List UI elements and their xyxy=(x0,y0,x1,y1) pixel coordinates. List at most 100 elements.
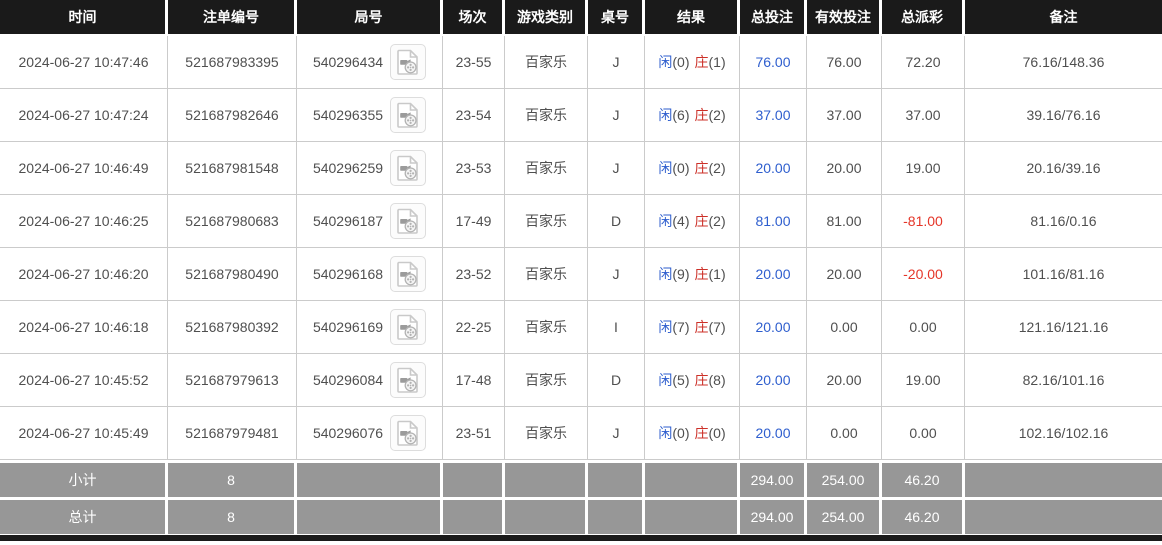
video-replay-button[interactable] xyxy=(390,362,427,398)
time-cell: 2024-06-27 10:46:20 xyxy=(0,248,168,301)
subtotal-empty-cell xyxy=(505,460,588,497)
game-type-cell: 百家乐 xyxy=(505,142,588,195)
video-file-icon xyxy=(397,208,418,234)
grandtotal-empty-cell xyxy=(645,497,740,534)
result-cell: 闲(0) 庄(1) xyxy=(645,36,740,89)
result-banker-label: 庄 xyxy=(694,372,709,388)
result-player-label: 闲 xyxy=(658,319,673,335)
table-no-cell: J xyxy=(588,407,645,460)
video-replay-button[interactable] xyxy=(390,150,427,186)
remark-cell: 121.16/121.16 xyxy=(965,301,1162,354)
remark-cell: 20.16/39.16 xyxy=(965,142,1162,195)
round-number: 540296355 xyxy=(312,107,384,123)
total-payout-cell: -81.00 xyxy=(882,195,965,248)
grandtotal-count: 8 xyxy=(168,497,297,534)
bet-id-cell: 521687983395 xyxy=(168,36,297,89)
result-banker-score: (2) xyxy=(708,160,726,176)
session-cell: 17-49 xyxy=(443,195,505,248)
video-replay-button[interactable] xyxy=(390,44,427,80)
video-replay-button[interactable] xyxy=(390,256,427,292)
round-cell: 540296355 xyxy=(297,89,443,142)
bet-id-cell: 521687980392 xyxy=(168,301,297,354)
total-bet-cell: 20.00 xyxy=(740,142,807,195)
grandtotal-label: 总计 xyxy=(0,497,168,534)
result-cell: 闲(5) 庄(8) xyxy=(645,354,740,407)
subtotal-total-bet: 294.00 xyxy=(740,460,807,497)
total-payout-cell: 37.00 xyxy=(882,89,965,142)
result-banker-score: (1) xyxy=(708,54,726,70)
round-number: 540296168 xyxy=(312,266,384,282)
remark-cell: 82.16/101.16 xyxy=(965,354,1162,407)
result-player-label: 闲 xyxy=(658,266,673,282)
round-cell: 540296168 xyxy=(297,248,443,301)
total-payout-cell: 19.00 xyxy=(882,142,965,195)
bet-id-cell: 521687979481 xyxy=(168,407,297,460)
total-payout-cell: -20.00 xyxy=(882,248,965,301)
grandtotal-empty-cell xyxy=(588,497,645,534)
total-payout-cell: 0.00 xyxy=(882,407,965,460)
grandtotal-empty-cell xyxy=(297,497,443,534)
time-cell: 2024-06-27 10:46:25 xyxy=(0,195,168,248)
bet-id-cell: 521687980490 xyxy=(168,248,297,301)
table-no-cell: D xyxy=(588,195,645,248)
video-replay-button[interactable] xyxy=(390,97,427,133)
header-row: 时间 注单编号 局号 场次 游戏类别 桌号 结果 总投注 有效投注 总派彩 备注 xyxy=(0,0,1162,36)
video-replay-button[interactable] xyxy=(390,415,427,451)
result-player-label: 闲 xyxy=(658,54,673,70)
session-cell: 22-25 xyxy=(443,301,505,354)
remark-cell: 39.16/76.16 xyxy=(965,89,1162,142)
remark-cell: 81.16/0.16 xyxy=(965,195,1162,248)
time-cell: 2024-06-27 10:45:52 xyxy=(0,354,168,407)
result-player-score: (0) xyxy=(672,425,690,441)
result-player-label: 闲 xyxy=(658,372,673,388)
video-file-icon xyxy=(397,420,418,446)
result-cell: 闲(0) 庄(0) xyxy=(645,407,740,460)
result-cell: 闲(0) 庄(2) xyxy=(645,142,740,195)
valid-bet-cell: 0.00 xyxy=(807,301,882,354)
table-no-cell: J xyxy=(588,36,645,89)
bet-id-cell: 521687980683 xyxy=(168,195,297,248)
table-no-cell: J xyxy=(588,248,645,301)
round-number: 540296169 xyxy=(312,319,384,335)
video-replay-button[interactable] xyxy=(390,309,427,345)
result-banker-score: (2) xyxy=(708,213,726,229)
game-type-cell: 百家乐 xyxy=(505,301,588,354)
video-replay-button[interactable] xyxy=(390,203,427,239)
table-row: 2024-06-27 10:47:46 521687983395 5402964… xyxy=(0,36,1162,89)
total-payout-cell: 0.00 xyxy=(882,301,965,354)
grandtotal-total-bet: 294.00 xyxy=(740,497,807,534)
column-header-time: 时间 xyxy=(0,0,168,36)
table-no-cell: J xyxy=(588,89,645,142)
game-type-cell: 百家乐 xyxy=(505,248,588,301)
column-header-valid-bet: 有效投注 xyxy=(807,0,882,36)
grandtotal-empty-cell xyxy=(443,497,505,534)
result-player-label: 闲 xyxy=(658,107,673,123)
column-header-game-type: 游戏类别 xyxy=(505,0,588,36)
subtotal-empty-cell xyxy=(645,460,740,497)
video-file-icon xyxy=(397,261,418,287)
subtotal-empty-cell xyxy=(443,460,505,497)
round-cell: 540296259 xyxy=(297,142,443,195)
total-payout-cell: 19.00 xyxy=(882,354,965,407)
result-banker-score: (7) xyxy=(708,319,726,335)
game-type-cell: 百家乐 xyxy=(505,354,588,407)
result-cell: 闲(6) 庄(2) xyxy=(645,89,740,142)
game-type-cell: 百家乐 xyxy=(505,407,588,460)
result-player-score: (6) xyxy=(672,107,690,123)
grandtotal-empty-cell xyxy=(965,497,1162,534)
bet-id-cell: 521687982646 xyxy=(168,89,297,142)
grandtotal-empty-cell xyxy=(505,497,588,534)
total-bet-cell: 20.00 xyxy=(740,407,807,460)
session-cell: 23-54 xyxy=(443,89,505,142)
result-cell: 闲(7) 庄(7) xyxy=(645,301,740,354)
total-bet-cell: 20.00 xyxy=(740,354,807,407)
round-number: 540296084 xyxy=(312,372,384,388)
table-row: 2024-06-27 10:45:52 521687979613 5402960… xyxy=(0,354,1162,407)
grandtotal-total-payout: 46.20 xyxy=(882,497,965,534)
grandtotal-valid-bet: 254.00 xyxy=(807,497,882,534)
valid-bet-cell: 20.00 xyxy=(807,248,882,301)
video-file-icon xyxy=(397,367,418,393)
total-bet-cell: 81.00 xyxy=(740,195,807,248)
subtotal-label: 小计 xyxy=(0,460,168,497)
result-player-score: (0) xyxy=(672,160,690,176)
